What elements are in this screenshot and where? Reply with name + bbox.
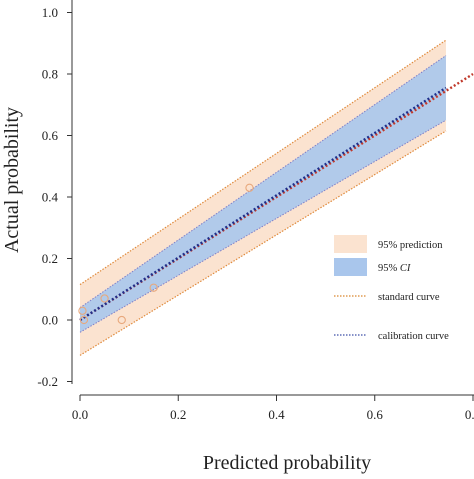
data-point: [100, 294, 109, 303]
y-tick-label: 0.0: [42, 313, 58, 328]
legend-label: 95% CI: [378, 263, 411, 274]
ci-band-upper-edge: [79, 55, 447, 309]
y-tick-label: 0.4: [42, 190, 59, 205]
y-tick-label: 0.8: [42, 67, 58, 82]
x-tick-label: 0.2: [170, 407, 186, 422]
legend-label: calibration curve: [378, 331, 449, 342]
plot-area: [78, 39, 474, 356]
y-tick-label: 0.2: [42, 251, 58, 266]
x-tick-label: 0.6: [367, 407, 384, 422]
data-point: [117, 315, 126, 325]
data-point: [79, 315, 89, 325]
x-tick-label: 0.0: [72, 407, 88, 422]
legend-label-italic: CI: [400, 263, 411, 274]
legend: 95% prediction 95% CI standard curve calibr…: [334, 235, 449, 342]
y-axis-title: Actual probability: [1, 107, 23, 253]
legend-label: 95% prediction: [378, 240, 443, 251]
x-axis-title: Predicted probability: [203, 452, 371, 474]
prediction-band-upper-edge: [79, 39, 447, 286]
legend-swatch: [334, 235, 367, 253]
series-line-calibration-curve: [79, 86, 447, 322]
x-tick-label: 0.4: [268, 407, 285, 422]
legend-swatch: [334, 258, 367, 276]
prediction-band-lower-edge: [79, 130, 447, 356]
ci-band: [80, 55, 446, 333]
y-tick-label: 0.6: [42, 128, 59, 143]
data-point: [149, 283, 158, 292]
data-point: [245, 183, 254, 192]
y-tick-label: 1.0: [42, 5, 58, 20]
legend-label: standard curve: [378, 292, 440, 303]
y-tick-label: -0.2: [37, 374, 58, 389]
data-point: [78, 306, 87, 315]
x-tick-label: 0.8: [465, 407, 474, 422]
